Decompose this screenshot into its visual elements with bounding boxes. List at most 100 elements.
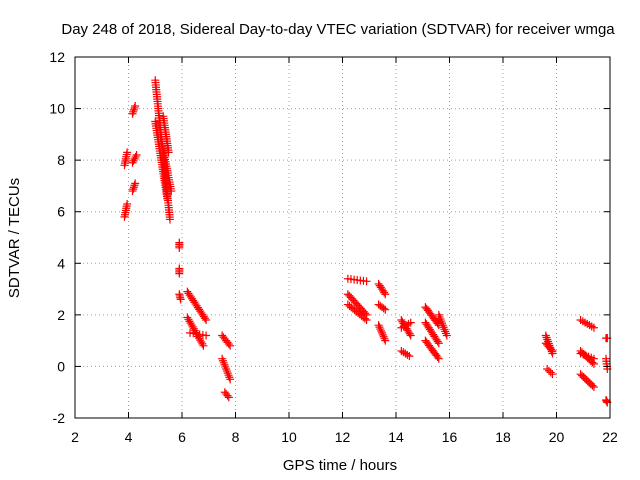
data-point-marker (374, 321, 383, 330)
data-point-marker (406, 331, 415, 340)
data-point-marker (128, 158, 137, 167)
data-point-marker (377, 326, 386, 335)
data-point-marker (433, 337, 442, 346)
data-point-marker (198, 339, 207, 348)
data-point-marker (200, 314, 209, 323)
data-point-marker (397, 346, 406, 355)
data-point-marker (175, 269, 184, 278)
data-point-marker (442, 331, 451, 340)
data-point-marker (131, 179, 140, 188)
data-point-marker (544, 366, 553, 375)
x-tick-label: 2 (71, 429, 79, 445)
data-point-marker (130, 181, 139, 190)
data-point-marker (433, 353, 442, 362)
data-point-marker (163, 194, 172, 203)
chart-title: Day 248 of 2018, Sidereal Day-to-day VTE… (61, 21, 615, 38)
data-point-marker (588, 358, 597, 367)
data-point-marker (434, 339, 443, 348)
data-point-marker (129, 105, 138, 114)
data-point-marker (375, 323, 384, 332)
data-point-marker (376, 325, 385, 334)
data-point-marker (381, 305, 390, 314)
data-point-marker (589, 383, 598, 392)
data-point-marker (131, 152, 140, 161)
data-point-marker (381, 336, 390, 345)
x-tick-label: 10 (281, 429, 297, 445)
y-tick-label: -2 (53, 410, 66, 426)
data-point-marker (360, 314, 369, 323)
data-point-marker (165, 215, 174, 224)
data-point-marker (221, 362, 230, 371)
data-point-marker (123, 148, 132, 157)
data-point-marker (380, 334, 389, 343)
data-point-marker (541, 331, 550, 340)
data-point-marker (225, 373, 234, 382)
data-point-marker (199, 341, 208, 350)
y-tick-label: 12 (49, 49, 65, 65)
data-point-marker (548, 370, 557, 379)
data-points (120, 76, 612, 407)
data-point-marker (405, 352, 414, 361)
axis-ticks (74, 56, 611, 419)
data-point-marker (542, 333, 551, 342)
x-tick-label: 14 (388, 429, 404, 445)
data-point-marker (218, 354, 227, 363)
data-point-marker (129, 183, 138, 192)
data-point-marker (543, 365, 552, 374)
x-tick-label: 12 (335, 429, 351, 445)
data-point-marker (202, 316, 211, 325)
x-tick-label: 20 (549, 429, 565, 445)
data-point-marker (403, 350, 412, 359)
data-point-marker (381, 290, 390, 299)
y-tick-label: 6 (57, 204, 65, 220)
data-point-marker (399, 348, 408, 357)
data-point-marker (434, 310, 443, 319)
data-point-marker (362, 316, 371, 325)
data-point-marker (223, 391, 232, 400)
data-point-marker (128, 187, 137, 196)
tick-labels: 2 4 6 8 10 12 14 16 18 20 22 -2 0 2 4 6 8 10 12 (49, 49, 618, 445)
data-point-marker (129, 185, 138, 194)
data-point-marker (548, 346, 557, 355)
data-point-marker (224, 393, 233, 402)
y-tick-label: 2 (57, 307, 65, 323)
x-tick-label: 8 (232, 429, 240, 445)
data-point-marker (438, 319, 447, 328)
data-point-marker (123, 199, 132, 208)
y-tick-label: 0 (57, 358, 65, 374)
y-tick-label: 8 (57, 152, 65, 168)
data-point-marker (219, 358, 228, 367)
data-point-marker (437, 317, 446, 326)
data-point-marker (441, 327, 450, 336)
data-point-marker (226, 375, 235, 384)
data-point-marker (218, 356, 227, 365)
data-point-marker (406, 318, 415, 327)
data-point-marker (435, 312, 444, 321)
x-axis-title: GPS time / hours (283, 457, 397, 474)
data-point-marker (378, 330, 387, 339)
data-point-marker (401, 349, 410, 358)
y-tick-label: 10 (49, 101, 65, 117)
grid-lines (75, 57, 610, 418)
y-axis-title: SDTVAR / TECUs (6, 178, 23, 298)
data-point-marker (129, 156, 138, 165)
data-point-marker (442, 329, 451, 338)
data-point-marker (132, 150, 141, 159)
x-tick-label: 16 (442, 429, 458, 445)
data-point-marker (380, 288, 389, 297)
data-point-marker (439, 323, 448, 332)
data-point-marker (438, 321, 447, 330)
data-point-marker (224, 371, 233, 380)
data-point-marker (130, 103, 139, 112)
data-point-marker (202, 331, 211, 340)
data-point-marker (379, 304, 388, 313)
data-point-marker (377, 328, 386, 337)
data-point-marker (220, 360, 229, 369)
data-point-marker (226, 341, 235, 350)
data-point-marker (224, 340, 233, 349)
data-point-marker (436, 314, 445, 323)
data-point-marker (223, 369, 232, 378)
data-point-marker (175, 243, 184, 252)
data-point-marker (222, 367, 231, 376)
